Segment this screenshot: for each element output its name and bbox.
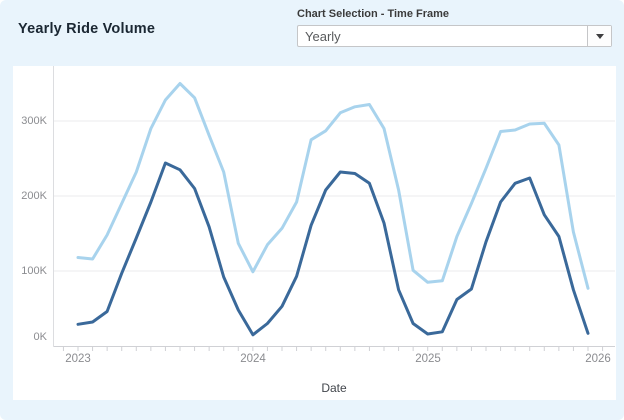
chart-title: Yearly Ride Volume (18, 21, 156, 37)
dropdown-arrow-button[interactable] (587, 26, 611, 46)
y-axis-tick-label: 100K (21, 265, 47, 277)
x-axis-tick-label: 2023 (65, 353, 91, 365)
time-frame-dropdown[interactable]: Yearly (297, 25, 612, 47)
parameter-label: Chart Selection - Time Frame (297, 8, 450, 20)
line-chart-plot[interactable] (13, 66, 616, 400)
x-axis-title: Date (321, 381, 347, 395)
y-axis-tick-label: 300K (21, 115, 47, 127)
chart-card: 0K 100K 200K 300K 2023 2024 2025 2026 Date (13, 66, 616, 400)
caret-down-icon (595, 33, 604, 39)
dropdown-selected-value: Yearly (305, 28, 341, 44)
y-axis-tick-label: 200K (21, 190, 47, 202)
y-axis-tick-label: 0K (33, 331, 47, 343)
x-axis-tick-label: 2024 (240, 353, 266, 365)
x-axis-tick-label: 2026 (585, 353, 611, 365)
x-axis-tick-label: 2025 (415, 353, 441, 365)
parameter-control: Chart Selection - Time Frame Yearly (297, 8, 612, 47)
dark-blue-line[interactable] (76, 161, 590, 337)
light-blue-line[interactable] (76, 82, 590, 290)
